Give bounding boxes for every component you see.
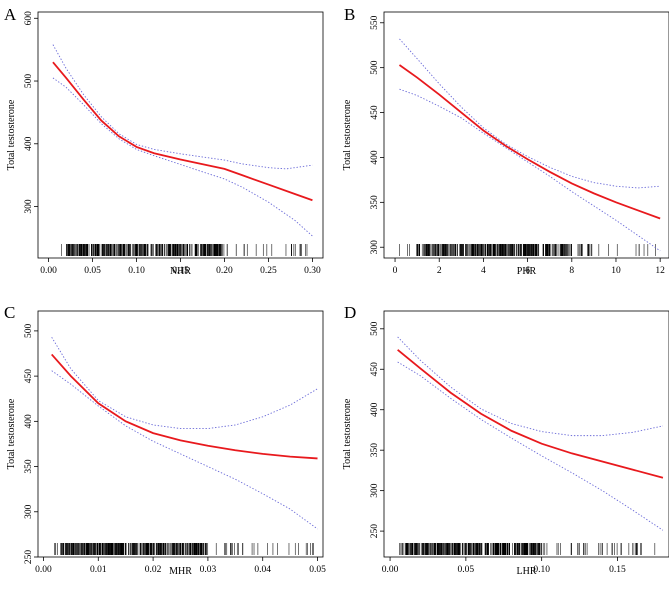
plot-frame: [383, 310, 669, 558]
x-tick-label: 0.03: [200, 565, 217, 575]
plot-frame: [37, 11, 324, 259]
x-tick-label: 0: [393, 266, 398, 276]
plot-frame: [383, 11, 669, 259]
ci-lower-line: [51, 370, 318, 530]
x-tick-label: 0.00: [35, 565, 52, 575]
x-tick-label: 0.00: [40, 266, 57, 276]
x-tick-label: 0.05: [458, 565, 475, 575]
ci-lower-line: [399, 88, 661, 252]
x-tick-label: 0.25: [260, 266, 277, 276]
x-axis-title: LHR: [517, 566, 537, 577]
fit-line: [51, 353, 318, 460]
ci-lower-line: [397, 361, 664, 531]
y-tick-label: 350: [370, 443, 380, 458]
x-axis-title: PHR: [517, 266, 537, 277]
y-axis-title: Total testosterone: [6, 99, 17, 170]
panel-a: A Total testosterone NHR 0.00 0.05 0.10 0.15 0.…: [4, 5, 324, 277]
y-tick-label: 400: [370, 150, 380, 165]
y-tick-label: 500: [24, 74, 34, 89]
panel-b: B Total testosterone PHR 0 2 4 6 8 10 12 300 350 400…: [342, 5, 669, 277]
x-tick-label: 0.05: [309, 565, 326, 575]
y-tick-label: 450: [370, 105, 380, 120]
y-axis-title: Total testosterone: [342, 99, 353, 170]
x-tick-label: 0.04: [254, 565, 271, 575]
y-tick-label: 450: [24, 369, 34, 384]
x-tick-label: 8: [569, 266, 574, 276]
panel-d: D Total testosterone LHR 0.00 0.05 0.10 0.15 25…: [342, 303, 669, 577]
x-tick-label: 0.00: [382, 565, 399, 575]
rug-plot: [399, 543, 656, 555]
y-tick-label: 300: [24, 504, 34, 519]
y-tick-label: 300: [370, 483, 380, 498]
y-tick-label: 500: [370, 60, 380, 75]
ci-upper-line: [52, 44, 313, 170]
x-tick-label: 6: [525, 266, 530, 276]
rug-plot: [399, 244, 656, 256]
x-tick-label: 4: [481, 266, 486, 276]
fit-line: [52, 61, 313, 202]
x-tick-label: 0.15: [609, 565, 626, 575]
panel-letter: A: [4, 5, 17, 24]
y-tick-label: 400: [24, 136, 34, 151]
x-axis-title: NHR: [170, 266, 191, 277]
y-tick-label: 350: [24, 459, 34, 474]
panel-c: C Total testosterone MHR 0.00 0.01 0.02 0.03 0.…: [4, 303, 326, 577]
x-tick-label: 12: [655, 266, 665, 276]
x-tick-label: 2: [437, 266, 442, 276]
y-tick-label: 250: [370, 524, 380, 539]
x-tick-label: 0.05: [84, 266, 101, 276]
panel-letter: B: [344, 5, 355, 24]
y-tick-label: 300: [24, 199, 34, 214]
ci-upper-line: [397, 336, 664, 437]
plot-frame: [37, 310, 324, 558]
y-tick-label: 400: [370, 402, 380, 417]
x-axis-title: MHR: [169, 566, 192, 577]
fit-line: [397, 349, 664, 479]
rug-plot: [61, 244, 308, 256]
y-axis-title: Total testosterone: [342, 398, 353, 469]
ci-upper-line: [51, 336, 318, 430]
y-tick-label: 500: [370, 321, 380, 336]
x-tick-label: 0.10: [533, 565, 550, 575]
y-tick-label: 500: [24, 324, 34, 339]
y-tick-label: 400: [24, 414, 34, 429]
x-tick-label: 0.30: [304, 266, 321, 276]
fit-line: [398, 64, 661, 220]
y-tick-label: 300: [370, 240, 380, 255]
ci-upper-line: [399, 38, 661, 189]
x-tick-label: 0.02: [145, 565, 162, 575]
y-tick-label: 250: [24, 550, 34, 565]
y-tick-label: 450: [370, 362, 380, 377]
x-tick-label: 0.20: [216, 266, 233, 276]
ci-lower-line: [52, 77, 313, 237]
y-axis-title: Total testosterone: [6, 398, 17, 469]
x-tick-label: 0.10: [128, 266, 145, 276]
y-tick-label: 600: [24, 11, 34, 26]
x-tick-label: 10: [611, 266, 621, 276]
panel-letter: D: [344, 303, 356, 322]
panel-letter: C: [4, 303, 15, 322]
x-tick-label: 0.15: [172, 266, 189, 276]
y-tick-label: 550: [370, 15, 380, 30]
rug-plot: [54, 543, 315, 555]
x-tick-label: 0.01: [90, 565, 107, 575]
y-tick-label: 350: [370, 195, 380, 210]
